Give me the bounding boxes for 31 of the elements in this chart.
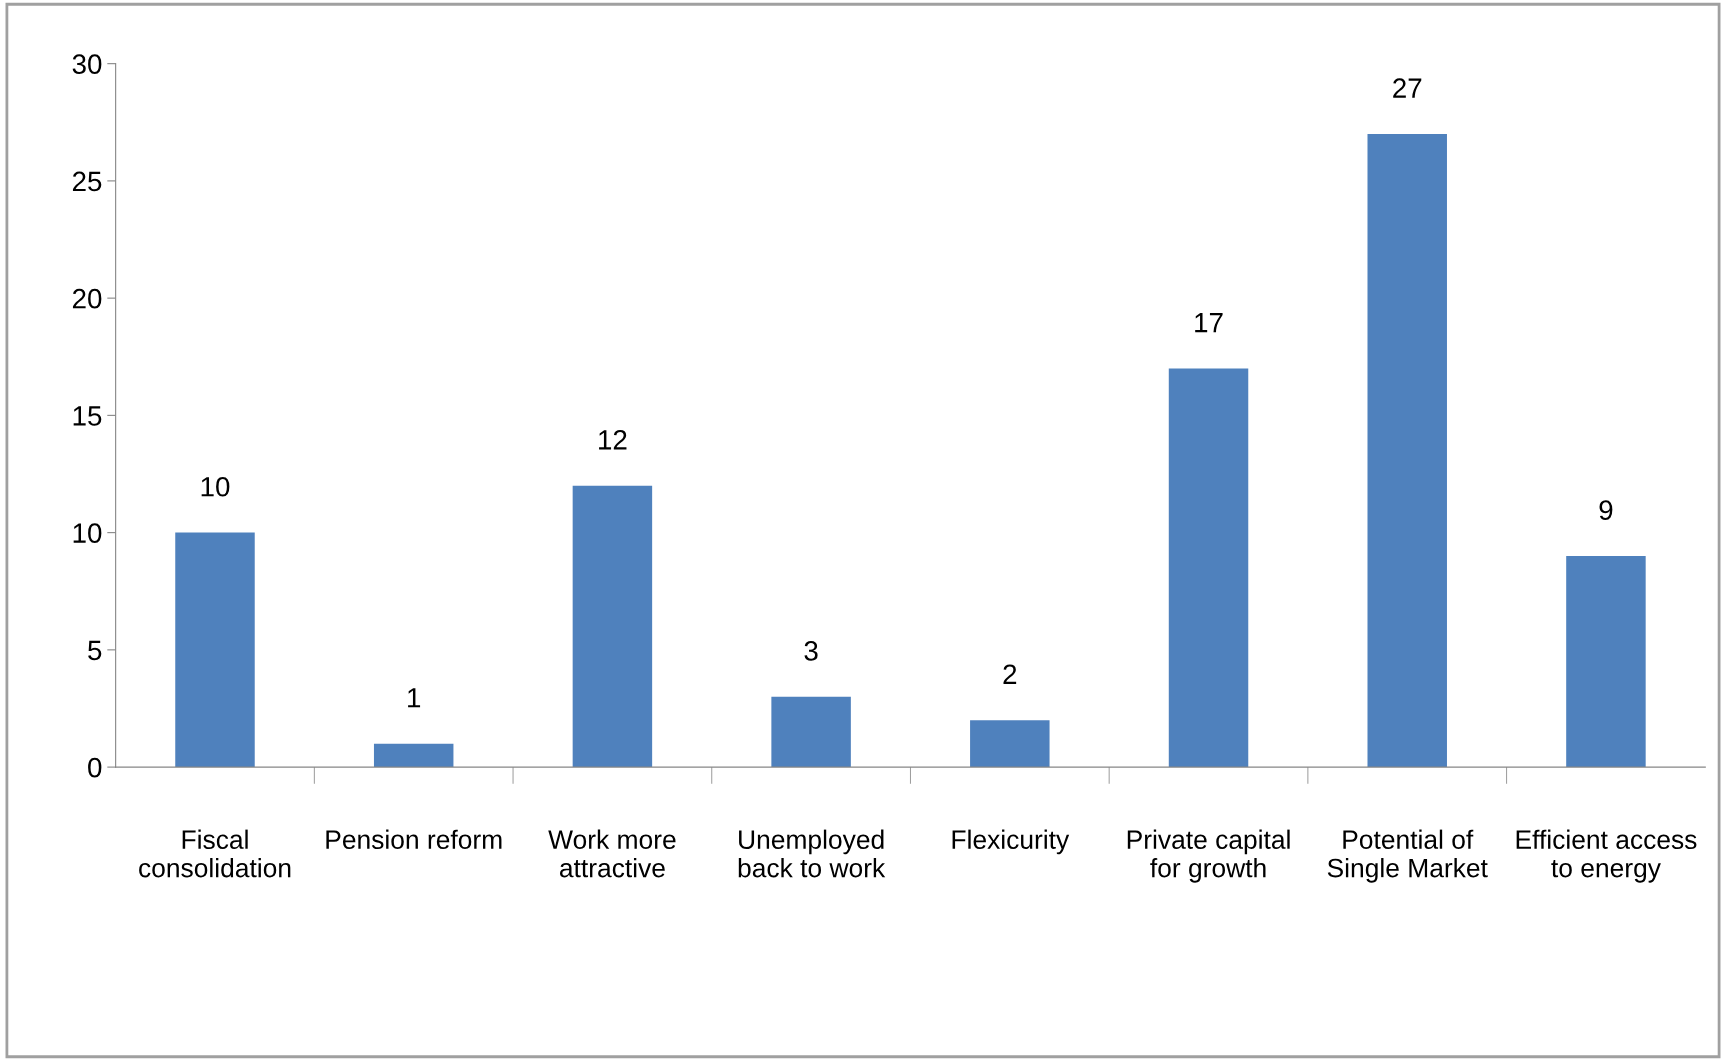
data-label: 17: [1195, 313, 1223, 333]
x-tick-label: Fiscal consolidation: [139, 829, 291, 878]
y-tick-label: 25: [72, 171, 102, 192]
data-label: 2: [1003, 664, 1017, 684]
y-tick-label: 20: [72, 288, 102, 309]
bar: [572, 485, 653, 768]
bar: [1168, 368, 1249, 768]
data-label: 1: [408, 688, 421, 708]
data-label: 9: [1599, 500, 1613, 521]
data-label: 3: [804, 641, 818, 661]
x-tick-label: Unemployed back to work: [738, 829, 886, 878]
y-tick-label: 15: [73, 406, 102, 426]
data-label: 10: [201, 476, 230, 497]
bar: [771, 696, 851, 768]
x-tick-label: Efficient access to energy: [1516, 829, 1697, 883]
data-label: 12: [599, 430, 627, 450]
bar: [970, 720, 1050, 768]
y-tick-label: 5: [88, 640, 102, 661]
data-label: 27: [1393, 78, 1422, 98]
y-tick-label: 30: [72, 54, 102, 74]
y-tick-label: 10: [73, 523, 102, 543]
bar: [1566, 556, 1646, 768]
x-tick-label: Potential of Single Market: [1327, 829, 1488, 883]
x-tick-label: Pension reform: [326, 829, 502, 849]
x-tick-label: Private capital for growth: [1127, 829, 1290, 883]
x-tick-label: Flexicurity: [952, 829, 1070, 855]
bar: [1367, 134, 1447, 768]
bar: [373, 743, 454, 768]
x-tick-label: Work more attractive: [548, 829, 676, 878]
bar: [175, 532, 255, 768]
y-tick-label: 0: [88, 757, 102, 778]
